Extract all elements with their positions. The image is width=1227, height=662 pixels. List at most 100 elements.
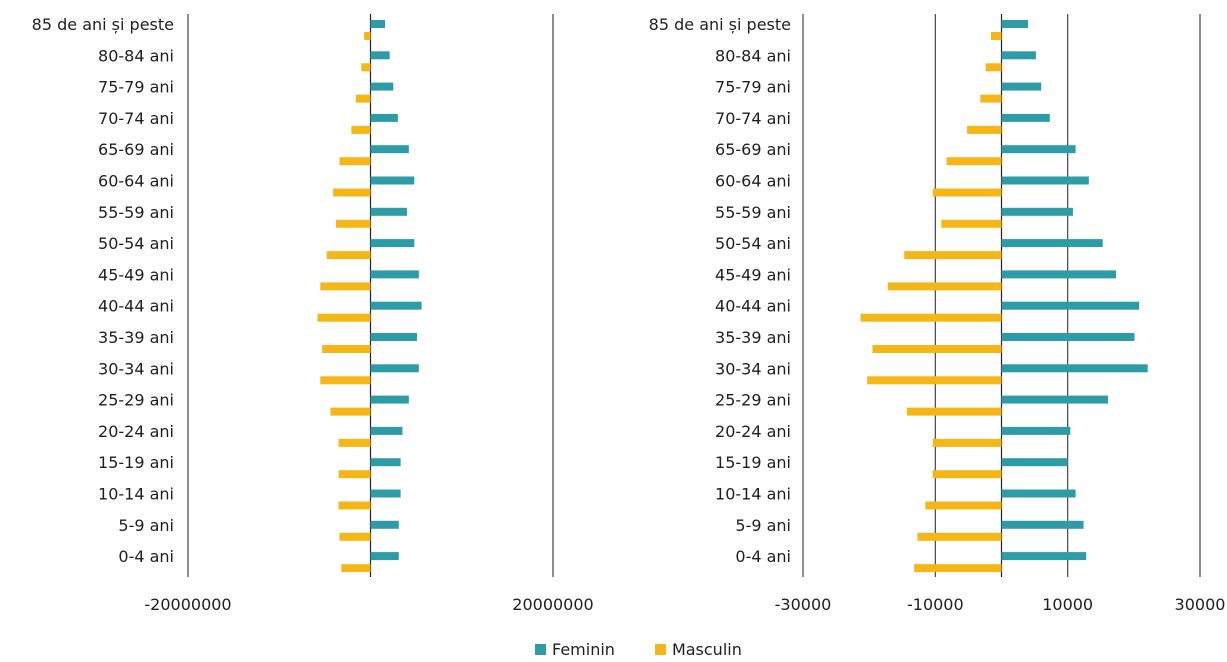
bar-feminin — [1001, 364, 1148, 373]
bar-masculin — [914, 564, 1002, 573]
bar-feminin — [370, 20, 386, 28]
bar-masculin — [320, 282, 371, 291]
bar-feminin — [1001, 333, 1135, 341]
bar-masculin — [941, 219, 1002, 228]
bar-feminin — [1001, 51, 1036, 60]
bar-feminin — [370, 239, 415, 248]
category-label: 80-84 ani — [715, 46, 791, 65]
bar-masculin — [917, 532, 1002, 541]
category-label: 80-84 ani — [98, 46, 174, 65]
category-label: 15-19 ani — [98, 453, 174, 472]
x-tick-label: -10000 — [907, 595, 964, 614]
x-tick-label: 30000 — [1175, 595, 1226, 614]
bar-feminin — [1001, 552, 1087, 561]
category-label: 0-4 ani — [735, 547, 791, 566]
bar-masculin — [338, 470, 371, 479]
bar-masculin — [980, 94, 1002, 103]
category-label: 40-44 ani — [98, 297, 174, 316]
bar-feminin — [370, 489, 401, 498]
category-label: 50-54 ani — [98, 234, 174, 253]
bar-feminin — [1001, 176, 1089, 185]
category-label: 55-59 ani — [98, 203, 174, 222]
category-label: 65-69 ani — [715, 140, 791, 159]
bar-masculin — [335, 219, 371, 228]
bar-masculin — [322, 345, 371, 353]
x-tick-label: 10000 — [1042, 595, 1093, 614]
bar-masculin — [867, 376, 1002, 385]
category-label: 0-4 ani — [118, 547, 174, 566]
category-label: 85 de ani și peste — [649, 15, 791, 34]
legend-label-feminin: Feminin — [552, 640, 615, 659]
bar-feminin — [370, 520, 399, 529]
bar-feminin — [370, 145, 409, 154]
bar-feminin — [370, 552, 399, 561]
category-label: 25-29 ani — [98, 391, 174, 410]
category-label: 35-39 ani — [98, 328, 174, 347]
bar-masculin — [906, 407, 1002, 416]
x-tick-label: -30000 — [775, 595, 832, 614]
bar-feminin — [1001, 113, 1050, 122]
bar-feminin — [370, 426, 403, 435]
bar-masculin — [364, 32, 371, 40]
bar-masculin — [985, 63, 1002, 72]
category-label: 5-9 ani — [735, 516, 791, 535]
category-label: 45-49 ani — [715, 265, 791, 284]
category-label: 65-69 ani — [98, 140, 174, 159]
legend-item-feminin: Feminin — [535, 640, 615, 659]
bar-feminin — [1001, 458, 1068, 467]
bar-masculin — [925, 501, 1002, 510]
bar-feminin — [1001, 426, 1071, 435]
category-label: 45-49 ani — [98, 265, 174, 284]
category-label: 60-64 ani — [98, 172, 174, 191]
category-label: 70-74 ani — [98, 109, 174, 128]
category-label: 25-29 ani — [715, 391, 791, 410]
category-label: 75-79 ani — [98, 78, 174, 97]
category-label: 35-39 ani — [715, 328, 791, 347]
bar-feminin — [370, 333, 418, 341]
category-label: 70-74 ani — [715, 109, 791, 128]
bar-masculin — [326, 251, 371, 260]
bar-feminin — [1001, 520, 1084, 529]
category-label: 30-34 ani — [98, 359, 174, 378]
bar-feminin — [370, 395, 409, 404]
bar-masculin — [932, 438, 1002, 447]
bar-masculin — [317, 313, 371, 322]
bar-feminin — [1001, 207, 1073, 216]
category-label: 55-59 ani — [715, 203, 791, 222]
bar-feminin — [370, 51, 390, 60]
category-label: 20-24 ani — [98, 422, 174, 441]
bar-masculin — [341, 564, 371, 573]
category-label: 20-24 ani — [715, 422, 791, 441]
bar-feminin — [370, 82, 394, 91]
bar-masculin — [355, 94, 371, 103]
category-label: 40-44 ani — [715, 297, 791, 316]
bar-masculin — [990, 32, 1002, 40]
category-label: 10-14 ani — [715, 485, 791, 504]
bar-feminin — [370, 458, 401, 467]
category-label: 10-14 ani — [98, 485, 174, 504]
x-tick-label: -20000000 — [144, 595, 231, 614]
category-label: 50-54 ani — [715, 234, 791, 253]
bar-feminin — [1001, 395, 1109, 404]
category-label: 5-9 ani — [118, 516, 174, 535]
bar-feminin — [1001, 145, 1076, 154]
category-label: 30-34 ani — [715, 359, 791, 378]
bar-feminin — [1001, 20, 1028, 28]
bar-masculin — [967, 125, 1002, 134]
bar-masculin — [946, 157, 1002, 166]
bar-masculin — [860, 313, 1002, 322]
category-label: 60-64 ani — [715, 172, 791, 191]
bar-masculin — [932, 188, 1002, 197]
bar-masculin — [333, 188, 371, 197]
bar-masculin — [361, 63, 371, 72]
bar-feminin — [370, 364, 419, 373]
bar-feminin — [1001, 82, 1042, 91]
bar-masculin — [320, 376, 371, 385]
bar-masculin — [339, 532, 371, 541]
bar-masculin — [338, 501, 371, 510]
legend-item-masculin: Masculin — [654, 640, 742, 659]
bar-masculin — [330, 407, 371, 416]
bar-masculin — [904, 251, 1002, 260]
bar-masculin — [887, 282, 1002, 291]
